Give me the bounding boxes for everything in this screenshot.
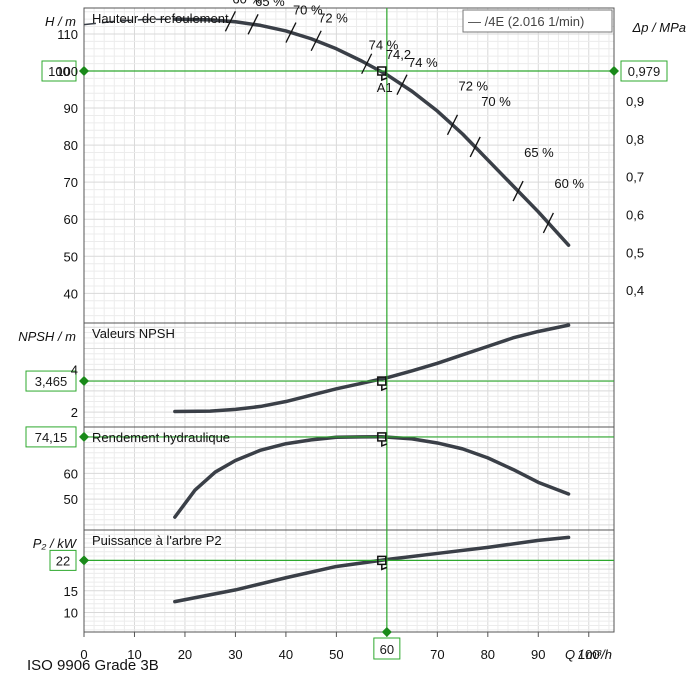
y-axis-title-power: P₂ / kW (33, 536, 78, 551)
y-tick-label-head: 70 (64, 175, 78, 190)
x-tick-label: 70 (430, 647, 444, 662)
efficiency-tick (310, 30, 322, 52)
efficiency-tick (361, 53, 373, 75)
y-tick-label-head: 90 (64, 101, 78, 116)
value-box-left-power (49, 549, 77, 571)
x-value-box (373, 637, 401, 660)
efficiency-tick (469, 136, 481, 158)
x-tick-label: 40 (279, 647, 293, 662)
value-diamond-left-efficiency (79, 431, 89, 442)
value-box-left-head (41, 60, 77, 82)
value-diamond-left-power (79, 555, 89, 566)
efficiency-label: 65 % (255, 0, 285, 9)
value-text-right-head: 0,979 (628, 64, 661, 79)
right-tick-label: 0,9 (626, 94, 644, 109)
marks-layer (25, 8, 668, 660)
operating-point-label: A1 (377, 80, 393, 95)
y-tick-label-head: 50 (64, 249, 78, 264)
y-tick-label-head: 40 (64, 286, 78, 301)
curve-head (173, 17, 571, 247)
value-diamond-left-head (79, 66, 89, 76)
legend-text: — /4E (2.016 1/min) (468, 14, 584, 29)
panel-title-head: Hauteur de refoulement (92, 11, 229, 26)
curve-efficiency (173, 435, 571, 519)
efficiency-tick (446, 114, 459, 136)
x-axis-title: Q / m³/h (565, 647, 612, 662)
legend-box (462, 9, 613, 33)
right-tick-label: 0,4 (626, 283, 644, 298)
y-tick-label-head: 80 (64, 138, 78, 153)
efficiency-tick (396, 74, 408, 96)
x-tick-label: 100 (578, 647, 600, 662)
value-box-left-efficiency (25, 426, 77, 448)
x-value-diamond (381, 627, 392, 637)
y-axis-title-head: H / m (45, 14, 76, 29)
x-tick-label: 50 (329, 647, 343, 662)
right-tick-label: 0,6 (626, 207, 644, 222)
efficiency-tick (542, 212, 554, 234)
value-diamond-right-head (609, 66, 619, 76)
value-text-left-power: 22 (56, 553, 70, 568)
right-tick-label: 0,5 (626, 245, 644, 260)
y-tick-label-npsh: 4 (71, 363, 78, 378)
efficiency-label: 72 % (458, 78, 488, 93)
y-tick-label-head: 100 (56, 64, 78, 79)
x-tick-label: 80 (481, 647, 495, 662)
x-tick-label: 20 (178, 647, 192, 662)
efficiency-tick (512, 180, 524, 202)
panel-frames (83, 7, 615, 637)
y-tick-label-power: 15 (64, 584, 78, 599)
value-text-left-head: 100 (48, 64, 70, 79)
x-tick-label: 30 (228, 647, 242, 662)
operating-point-flag-power (381, 564, 388, 571)
panel-title-power: Puissance à l'arbre P2 (92, 533, 222, 548)
efficiency-tick (224, 11, 236, 32)
x-value-text: 60 (380, 642, 394, 657)
y-tick-label-npsh: 2 (71, 405, 78, 420)
x-tick-label: 90 (531, 647, 545, 662)
y-tick-label-power: 10 (64, 605, 78, 620)
y-tick-label-head: 60 (64, 212, 78, 227)
right-tick-label: 0,8 (626, 132, 644, 147)
efficiency-label: 70 % (481, 94, 511, 109)
value-box-left-npsh (25, 370, 77, 392)
y-tick-label-head: 110 (57, 27, 78, 42)
curve-dashed-extension (83, 18, 175, 26)
y-tick-label-efficiency: 50 (64, 492, 78, 507)
right-tick-label: 0,7 (626, 170, 644, 185)
panel-frame-power (83, 529, 615, 633)
value-box-right-head (620, 60, 668, 82)
grid-layer (83, 8, 614, 632)
operating-point-flag-head (381, 75, 388, 82)
value-diamond-left-npsh (79, 376, 89, 387)
y-axis-title-npsh: NPSH / m (18, 329, 76, 344)
efficiency-label: 72 % (318, 11, 348, 26)
x-tick-label: 0 (80, 647, 87, 662)
efficiency-label: 60 % (554, 176, 584, 191)
efficiency-label: 74 % (369, 38, 399, 53)
efficiency-label: 74 % (408, 55, 438, 70)
efficiency-tick (285, 22, 297, 43)
value-text-left-npsh: 3,465 (35, 374, 68, 389)
operating-point-flag-efficiency (381, 440, 388, 448)
value-text-left-efficiency: 74,15 (35, 430, 68, 445)
efficiency-label: 74,2 (386, 47, 411, 62)
y-tick-label-efficiency: 60 (64, 466, 78, 481)
panel-title-efficiency: Rendement hydraulique (92, 430, 230, 445)
footer-standard: ISO 9906 Grade 3B (27, 657, 159, 674)
right-axis-title: Δp / MPa (631, 20, 686, 35)
efficiency-label: 60 % (232, 0, 262, 6)
x-tick-label: 10 (127, 647, 141, 662)
efficiency-label: 65 % (524, 145, 554, 160)
operating-point-flag-npsh (381, 385, 388, 392)
efficiency-label: 70 % (293, 2, 323, 17)
panel-title-npsh: Valeurs NPSH (92, 326, 175, 341)
efficiency-tick (247, 14, 259, 35)
